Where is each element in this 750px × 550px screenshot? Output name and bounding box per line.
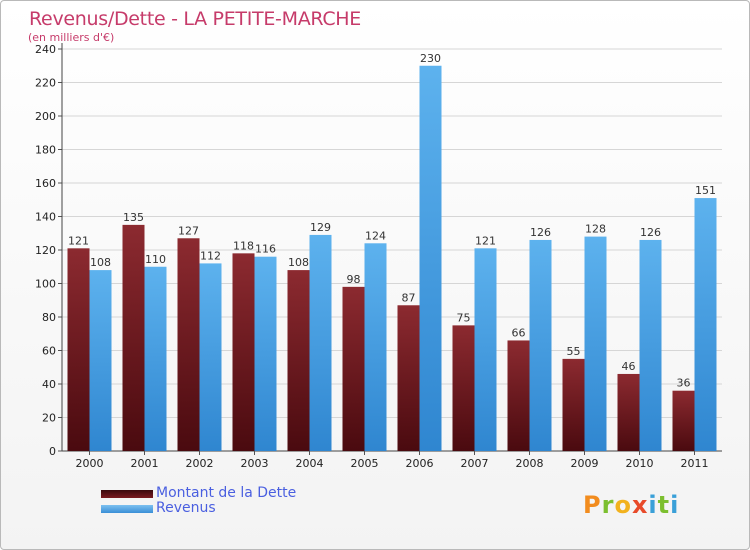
x-tick-label: 2011: [681, 457, 709, 470]
y-tick-label: 100: [35, 278, 56, 291]
data-label: 55: [567, 345, 581, 358]
bar-dette: [232, 253, 255, 451]
legend-label-dette: Montant de la Dette: [156, 485, 297, 501]
x-tick-label: 2008: [516, 457, 544, 470]
bar-revenus: [364, 243, 387, 451]
bar-revenus: [419, 65, 442, 451]
x-tick-label: 2000: [76, 457, 104, 470]
bar-revenus: [144, 266, 167, 451]
data-label: 108: [288, 256, 309, 269]
logo-letter: t: [657, 491, 671, 519]
y-tick-label: 40: [42, 378, 56, 391]
bar-dette: [122, 224, 145, 451]
x-tick-label: 2001: [131, 457, 159, 470]
data-label: 116: [255, 243, 276, 256]
x-tick-label: 2005: [351, 457, 379, 470]
bar-dette: [617, 373, 640, 451]
y-tick-label: 180: [35, 144, 56, 157]
bar-revenus: [89, 270, 112, 451]
bar-dette: [562, 358, 585, 451]
y-tick-label: 140: [35, 211, 56, 224]
chart-title: Revenus/Dette - LA PETITE-MARCHE: [29, 8, 362, 30]
data-label: 124: [365, 229, 386, 242]
x-tick-label: 2004: [296, 457, 324, 470]
data-label: 118: [233, 239, 254, 252]
data-label: 127: [178, 224, 199, 237]
logo-letter: i: [670, 491, 680, 519]
data-label: 121: [68, 234, 89, 247]
data-label: 126: [640, 226, 661, 239]
logo-letter: r: [601, 491, 615, 519]
data-label: 46: [622, 360, 636, 373]
proxiti-logo: Proxiti: [583, 491, 679, 519]
bar-revenus: [254, 256, 277, 451]
bar-dette: [342, 286, 365, 451]
y-tick-label: 20: [42, 412, 56, 425]
bar-revenus: [639, 239, 662, 451]
data-label: 126: [530, 226, 551, 239]
data-label: 121: [475, 234, 496, 247]
y-tick-label: 200: [35, 110, 56, 123]
bar-revenus: [199, 263, 222, 451]
bar-dette: [452, 325, 475, 451]
data-label: 98: [347, 273, 361, 286]
y-tick-label: 80: [42, 311, 56, 324]
bar-chart: 0204060801001201401601802002202401211082…: [35, 43, 722, 470]
y-tick-label: 60: [42, 345, 56, 358]
x-tick-label: 2007: [461, 457, 489, 470]
y-tick-label: 240: [35, 43, 56, 56]
data-label: 108: [90, 256, 111, 269]
chart-subtitle: (en milliers d'€): [28, 31, 115, 44]
data-label: 36: [677, 377, 691, 390]
data-label: 75: [457, 311, 471, 324]
y-tick-label: 0: [49, 445, 56, 458]
bar-dette: [507, 340, 530, 451]
data-label: 151: [695, 184, 716, 197]
bar-dette: [287, 270, 310, 451]
bar-dette: [397, 305, 420, 451]
bar-revenus: [584, 236, 607, 451]
y-tick-label: 220: [35, 77, 56, 90]
x-tick-label: 2002: [186, 457, 214, 470]
legend-swatch-dette: [101, 490, 153, 498]
bar-revenus: [529, 239, 552, 451]
x-tick-label: 2010: [626, 457, 654, 470]
x-tick-label: 2003: [241, 457, 269, 470]
data-label: 135: [123, 211, 144, 224]
logo-letter: i: [648, 491, 658, 519]
legend-swatch-revenus: [101, 505, 153, 513]
data-label: 230: [420, 52, 441, 65]
bar-revenus: [694, 198, 717, 451]
logo-letter: P: [583, 491, 602, 519]
data-label: 66: [512, 326, 526, 339]
bar-revenus: [309, 234, 332, 451]
bar-revenus: [474, 248, 497, 451]
logo-letter: o: [614, 491, 632, 519]
data-label: 112: [200, 249, 221, 262]
data-label: 129: [310, 221, 331, 234]
x-tick-label: 2006: [406, 457, 434, 470]
data-label: 110: [145, 253, 166, 266]
x-tick-label: 2009: [571, 457, 599, 470]
bar-dette: [672, 390, 695, 451]
legend-label-revenus: Revenus: [156, 500, 216, 516]
data-label: 128: [585, 223, 606, 236]
bar-dette: [67, 248, 90, 451]
y-tick-label: 120: [35, 244, 56, 257]
y-tick-label: 160: [35, 177, 56, 190]
bar-dette: [177, 238, 200, 451]
data-label: 87: [402, 291, 416, 304]
logo-letter: x: [631, 491, 649, 519]
